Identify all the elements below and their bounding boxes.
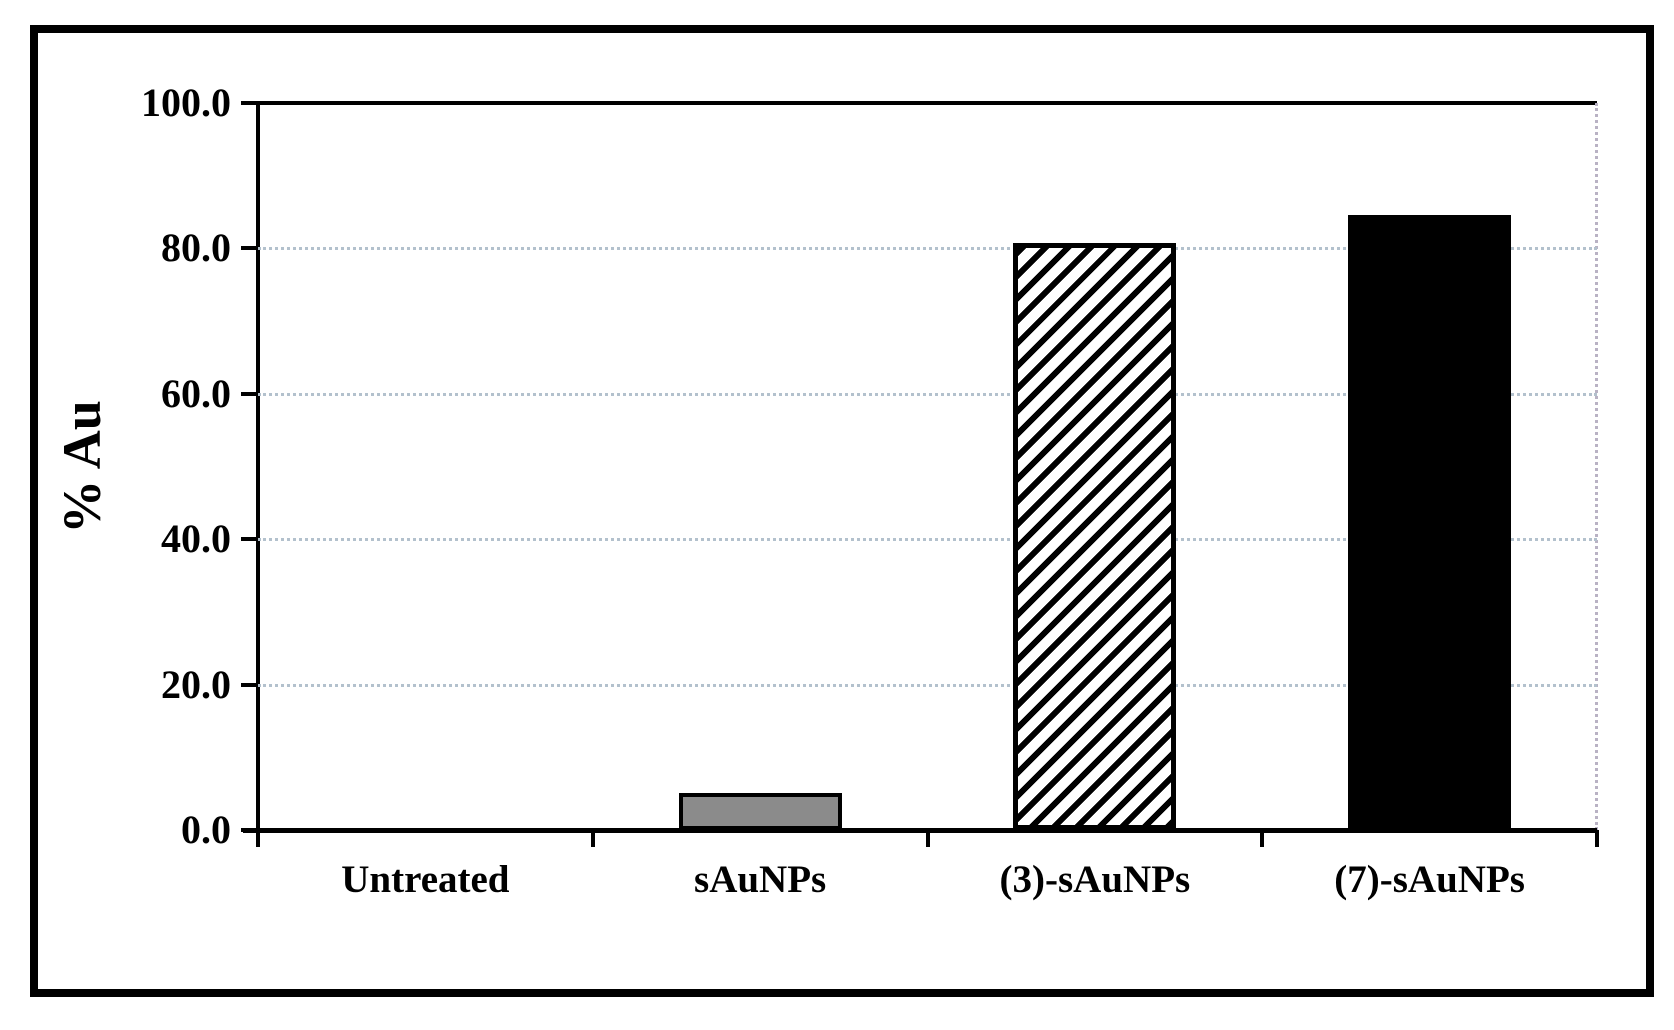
plot-right-border bbox=[1595, 103, 1598, 830]
bar-3saunps bbox=[1013, 242, 1177, 830]
y-axis-line bbox=[256, 103, 260, 830]
gridline-80.0 bbox=[258, 247, 1597, 251]
y-tick-label-20.0: 20.0 bbox=[161, 661, 231, 707]
x-tick-label-3saunps: (3)-sAuNPs bbox=[999, 858, 1191, 901]
plot-area: % Au 0.0 20.0 40.0 60.0 80.0 100.0 Untreated sA… bbox=[52, 80, 1599, 901]
x-boundary-tick-4 bbox=[1595, 830, 1599, 847]
x-tick-label-saunps: sAuNPs bbox=[694, 858, 827, 901]
x-boundary-tick-1 bbox=[590, 830, 595, 847]
gridline-60.0 bbox=[258, 392, 1597, 396]
x-tick-label-untreated: Untreated bbox=[341, 858, 510, 901]
y-tick-label-0.0: 0.0 bbox=[181, 807, 231, 852]
y-tick-label-80.0: 80.0 bbox=[161, 225, 231, 271]
x-boundary-tick-2 bbox=[925, 830, 930, 847]
gridline-40.0 bbox=[258, 538, 1597, 542]
bar-7saunps bbox=[1348, 214, 1512, 830]
y-axis-title: % Au bbox=[52, 399, 112, 534]
x-boundary-tick-0 bbox=[256, 830, 260, 847]
y-tick-20.0 bbox=[241, 682, 257, 687]
y-tick-40.0 bbox=[241, 537, 257, 542]
y-tick-60.0 bbox=[241, 391, 257, 396]
y-tick-100.0 bbox=[241, 101, 257, 105]
y-tick-label-60.0: 60.0 bbox=[161, 370, 231, 416]
bar-saunps bbox=[678, 792, 842, 830]
y-tick-label-100.0: 100.0 bbox=[141, 80, 231, 125]
plot-top-border bbox=[243, 101, 1597, 105]
gridline-20.0 bbox=[258, 683, 1597, 687]
x-tick-label-7saunps: (7)-sAuNPs bbox=[1334, 858, 1525, 901]
y-tick-label-40.0: 40.0 bbox=[161, 516, 231, 562]
y-tick-80.0 bbox=[241, 246, 257, 251]
x-boundary-tick-3 bbox=[1260, 830, 1265, 847]
x-axis-line bbox=[243, 828, 1597, 833]
